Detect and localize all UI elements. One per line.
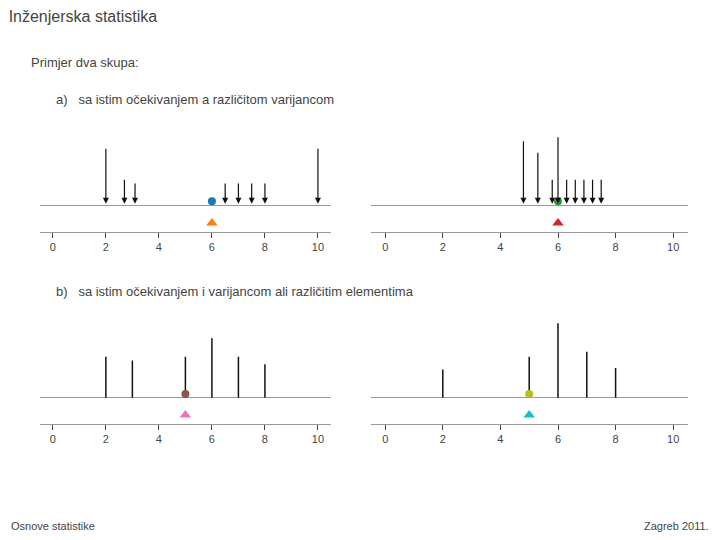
svg-text:0: 0: [382, 241, 388, 253]
svg-text:4: 4: [497, 241, 503, 253]
svg-text:10: 10: [667, 241, 679, 253]
svg-text:0: 0: [382, 433, 388, 445]
svg-text:8: 8: [613, 433, 619, 445]
svg-text:4: 4: [497, 433, 503, 445]
svg-text:6: 6: [209, 433, 215, 445]
svg-text:Inženjerska statistika: Inženjerska statistika: [9, 8, 158, 25]
svg-text:4: 4: [156, 433, 162, 445]
svg-text:8: 8: [262, 433, 268, 445]
svg-text:b) sa istim očekivanjem i va: b) sa istim očekivanjem i varijancom ali…: [56, 284, 414, 299]
svg-text:6: 6: [555, 433, 561, 445]
svg-text:4: 4: [156, 241, 162, 253]
svg-text:0: 0: [50, 241, 56, 253]
svg-text:2: 2: [103, 241, 109, 253]
svg-text:8: 8: [613, 241, 619, 253]
svg-text:0: 0: [50, 433, 56, 445]
svg-text:Primjer dva skupa:: Primjer dva skupa:: [31, 55, 139, 70]
svg-text:10: 10: [312, 241, 324, 253]
svg-text:2: 2: [103, 433, 109, 445]
svg-text:a) sa istim očekivanjem a ra: a) sa istim očekivanjem a različitom var…: [56, 92, 334, 107]
svg-text:Zagreb 2011.: Zagreb 2011.: [644, 520, 709, 532]
svg-text:2: 2: [440, 241, 446, 253]
svg-text:2: 2: [440, 433, 446, 445]
svg-text:8: 8: [262, 241, 268, 253]
svg-text:6: 6: [209, 241, 215, 253]
svg-text:Osnove statistike: Osnove statistike: [11, 520, 95, 532]
svg-text:10: 10: [312, 433, 324, 445]
svg-text:10: 10: [667, 433, 679, 445]
svg-text:6: 6: [555, 241, 561, 253]
